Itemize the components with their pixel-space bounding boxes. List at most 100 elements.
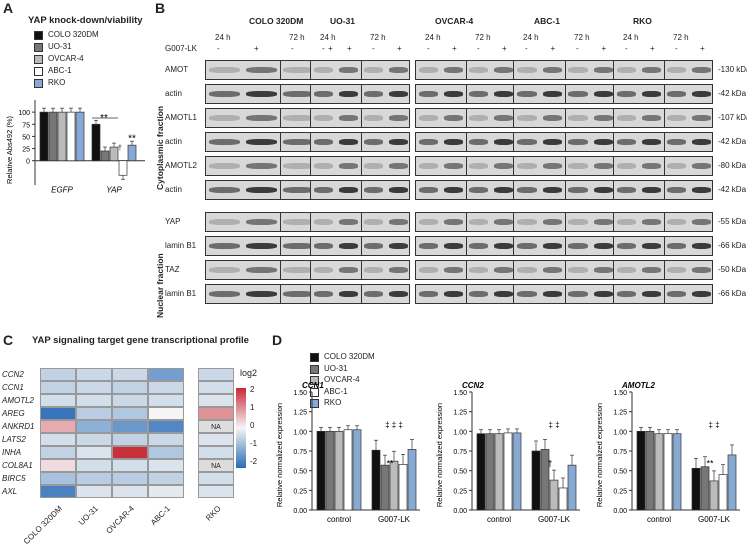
heatmap-cell bbox=[40, 472, 76, 485]
blot-band bbox=[617, 267, 636, 273]
heatmap-cell bbox=[40, 407, 76, 420]
blot-band bbox=[246, 115, 277, 121]
heatmap-cell bbox=[198, 368, 234, 381]
y-tick-label: 1.25 bbox=[293, 410, 307, 417]
blot-band bbox=[419, 291, 438, 297]
gene-label: AREG bbox=[2, 409, 25, 418]
blot-divider bbox=[280, 261, 281, 279]
treatment-sign: - bbox=[525, 44, 528, 53]
bar bbox=[654, 433, 664, 511]
blot-band bbox=[419, 163, 438, 169]
blot-band bbox=[568, 219, 588, 225]
blot-band bbox=[339, 219, 358, 225]
blot-strip bbox=[310, 156, 410, 176]
treatment-sign: - bbox=[322, 44, 325, 53]
heatmap-cell bbox=[40, 381, 76, 394]
heatmap-cell bbox=[112, 433, 148, 446]
kda-label: -42 kDa bbox=[718, 137, 747, 146]
blot-band bbox=[469, 219, 488, 225]
heatmap-cell: NA bbox=[198, 420, 234, 433]
heatmap-cell bbox=[148, 381, 184, 394]
subplot-title: CCN2 bbox=[462, 381, 484, 390]
bar bbox=[691, 467, 701, 511]
kda-label: -55 kDa bbox=[718, 217, 747, 226]
panel-label-c: C bbox=[3, 332, 14, 348]
colorbar-tick: -1 bbox=[250, 439, 258, 448]
bar bbox=[39, 111, 49, 162]
treatment-sign: - bbox=[291, 44, 294, 53]
blot-strip bbox=[613, 132, 713, 152]
time-label: 24 h bbox=[320, 33, 336, 42]
bar bbox=[398, 464, 408, 511]
blot-band bbox=[494, 67, 513, 73]
treatment-sign: - bbox=[427, 44, 430, 53]
blot-strip bbox=[513, 108, 615, 128]
gene-label: COL8A1 bbox=[2, 461, 33, 470]
treatment-sign: + bbox=[347, 44, 352, 53]
heatmap-cell bbox=[40, 459, 76, 472]
bar bbox=[380, 464, 390, 511]
blot-divider bbox=[565, 157, 566, 175]
blot-band bbox=[209, 115, 240, 121]
blot-strip bbox=[513, 84, 615, 104]
legend-swatch bbox=[34, 55, 43, 64]
heatmap-cell bbox=[112, 407, 148, 420]
blot-band bbox=[419, 219, 438, 225]
legend-swatch bbox=[34, 43, 43, 52]
heatmap-cell bbox=[198, 407, 234, 420]
blot-band bbox=[314, 187, 333, 193]
heatmap-cell bbox=[76, 433, 112, 446]
legend-label: ABC-1 bbox=[48, 66, 72, 75]
blot-divider bbox=[466, 85, 467, 103]
blot-strip bbox=[310, 260, 410, 280]
significance-mark: † bbox=[547, 459, 552, 469]
blot-band bbox=[494, 219, 513, 225]
blot-divider bbox=[280, 157, 281, 175]
blot-band bbox=[667, 187, 686, 193]
blot-band bbox=[517, 291, 537, 297]
y-tick-label: 0.25 bbox=[293, 488, 307, 495]
blot-band bbox=[517, 163, 537, 169]
blot-divider bbox=[565, 85, 566, 103]
y-tick-label: 1.25 bbox=[453, 410, 467, 417]
blot-strip bbox=[513, 156, 615, 176]
blot-band bbox=[339, 163, 358, 169]
blot-divider bbox=[664, 285, 665, 303]
blot-band bbox=[667, 115, 686, 121]
bar bbox=[127, 144, 137, 162]
subplot-title: CCN1 bbox=[302, 381, 324, 390]
blot-band bbox=[314, 243, 333, 249]
blot-divider bbox=[664, 261, 665, 279]
blot-band bbox=[517, 67, 537, 73]
blot-strip bbox=[613, 84, 713, 104]
blot-band bbox=[246, 91, 277, 97]
blot-band bbox=[283, 187, 314, 193]
bar bbox=[503, 432, 513, 511]
blot-band bbox=[617, 67, 636, 73]
blot-band bbox=[692, 243, 711, 249]
blot-band bbox=[444, 139, 463, 145]
blot-band bbox=[209, 243, 240, 249]
blot-divider bbox=[466, 213, 467, 231]
blot-band bbox=[444, 115, 463, 121]
blot-band bbox=[517, 139, 537, 145]
heatmap-cell bbox=[76, 394, 112, 407]
bar bbox=[57, 111, 67, 162]
blot-divider bbox=[280, 237, 281, 255]
blot-strip bbox=[310, 132, 410, 152]
kda-label: -66 kDa bbox=[718, 241, 747, 250]
bar bbox=[567, 464, 577, 511]
blot-divider bbox=[466, 157, 467, 175]
bar bbox=[709, 480, 719, 511]
blot-band bbox=[209, 267, 240, 273]
blot-band bbox=[364, 187, 383, 193]
gene-label: LATS2 bbox=[2, 435, 26, 444]
blot-row-label: TAZ bbox=[165, 265, 180, 274]
significance-mark: ** bbox=[128, 133, 136, 144]
blot-band bbox=[667, 219, 686, 225]
blot-band bbox=[642, 291, 661, 297]
blot-band bbox=[517, 187, 537, 193]
blot-band bbox=[364, 115, 383, 121]
blot-band bbox=[314, 115, 333, 121]
blot-band bbox=[494, 291, 513, 297]
